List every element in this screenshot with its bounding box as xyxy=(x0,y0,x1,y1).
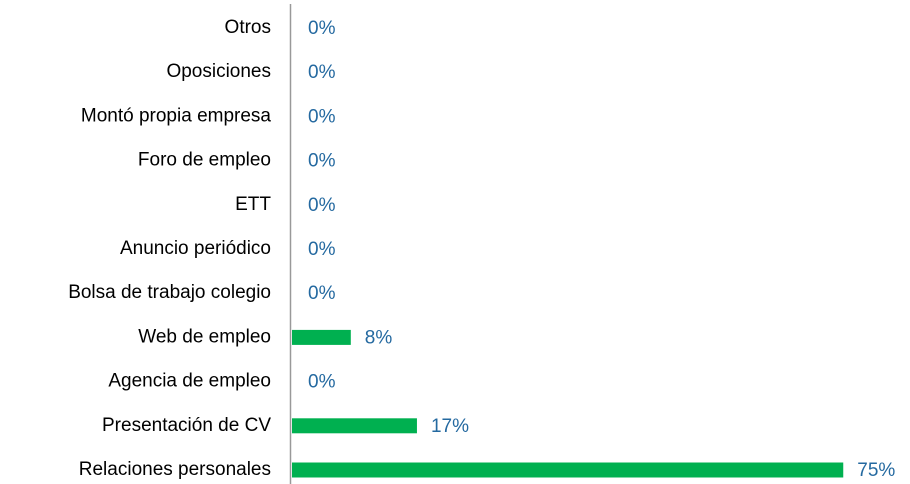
value-label: 0% xyxy=(308,195,336,216)
value-label: 0% xyxy=(308,106,336,127)
value-label: 75% xyxy=(857,460,895,481)
bar xyxy=(292,329,351,345)
category-label: Bolsa de trabajo colegio xyxy=(68,282,271,303)
category-label: Relaciones personales xyxy=(79,459,271,480)
category-label: Montó propia empresa xyxy=(81,105,272,126)
value-label: 0% xyxy=(308,151,336,172)
category-label: ETT xyxy=(235,194,271,215)
category-label: Agencia de empleo xyxy=(108,371,271,392)
value-label: 0% xyxy=(308,372,336,393)
category-label: Otros xyxy=(225,17,271,38)
value-label: 0% xyxy=(308,18,336,39)
value-label: 17% xyxy=(431,416,469,437)
category-label: Web de empleo xyxy=(138,326,271,347)
category-label: Foro de empleo xyxy=(138,150,271,171)
bar xyxy=(292,418,417,434)
category-label: Presentación de CV xyxy=(102,415,271,436)
category-label: Oposiciones xyxy=(166,61,271,82)
value-label: 0% xyxy=(308,283,336,304)
category-label: Anuncio periódico xyxy=(120,238,271,259)
value-label: 0% xyxy=(308,239,336,260)
value-label: 0% xyxy=(308,62,336,83)
bar xyxy=(292,462,844,478)
value-label: 8% xyxy=(365,327,393,348)
